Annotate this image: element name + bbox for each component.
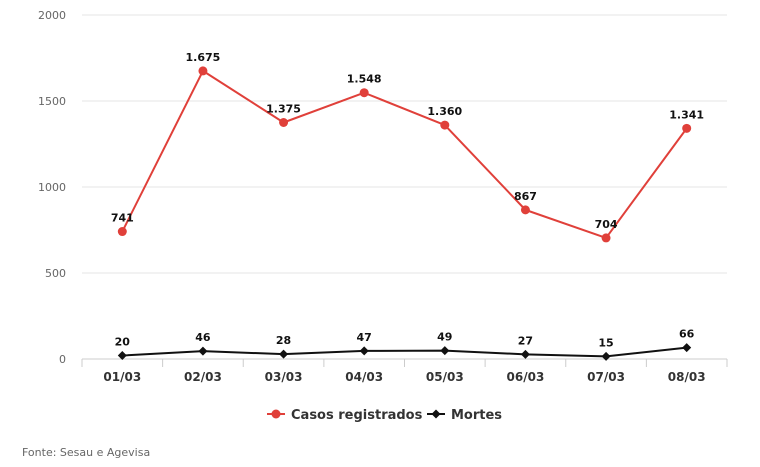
- series-line-0: [121, 69, 688, 239]
- y-tick-label: 1000: [38, 181, 66, 194]
- data-label: 28: [276, 334, 291, 347]
- data-label: 1.375: [266, 103, 301, 116]
- data-point: [520, 205, 530, 215]
- legend-label-mortes: Mortes: [451, 408, 502, 423]
- legend-marker-casos: [271, 409, 281, 419]
- data-point: [440, 120, 450, 130]
- data-point: [198, 66, 208, 76]
- data-label: 1.360: [427, 105, 462, 118]
- data-label: 867: [514, 190, 537, 203]
- x-tick-label: 05/03: [426, 370, 464, 384]
- data-label: 46: [195, 331, 211, 344]
- data-point: [440, 346, 450, 356]
- data-point: [117, 351, 127, 361]
- x-tick-label: 03/03: [265, 370, 303, 384]
- data-label: 1.675: [186, 51, 221, 64]
- data-point: [682, 123, 692, 133]
- legend-marker-mortes: [431, 409, 441, 419]
- data-label: 1.548: [347, 73, 382, 86]
- y-tick-label: 1500: [38, 95, 66, 108]
- x-tick-label: 02/03: [184, 370, 222, 384]
- data-label: 1.341: [669, 108, 704, 121]
- data-point: [279, 118, 289, 127]
- data-point: [520, 349, 530, 359]
- y-tick-label: 2000: [38, 9, 66, 22]
- data-label: 15: [598, 336, 613, 349]
- data-point: [198, 346, 208, 356]
- data-point: [359, 346, 369, 356]
- data-label: 66: [679, 328, 695, 341]
- data-label: 49: [437, 331, 452, 344]
- data-label: 20: [115, 336, 131, 349]
- x-tick-label: 08/03: [668, 370, 706, 384]
- x-tick-label: 01/03: [103, 370, 141, 384]
- data-point: [359, 88, 369, 98]
- x-tick-label: 06/03: [507, 370, 545, 384]
- source-note: Fonte: Sesau e Agevisa: [22, 446, 151, 459]
- x-tick-label: 04/03: [345, 370, 383, 384]
- data-point: [279, 349, 289, 359]
- x-tick-label: 07/03: [587, 370, 625, 384]
- data-point: [601, 351, 611, 361]
- data-point: [601, 233, 611, 243]
- series-line-1: [122, 346, 687, 358]
- data-point: [682, 343, 692, 353]
- data-label: 47: [357, 331, 372, 344]
- line-chart: 2000 1500 1000 500 0 01/03 02/03 03/03 04/03 05/0…: [38, 9, 728, 423]
- data-point: [117, 227, 127, 237]
- legend-label-casos: Casos registrados: [291, 408, 423, 423]
- data-label: 741: [111, 212, 134, 225]
- y-tick-label: 500: [45, 267, 66, 280]
- y-tick-label: 0: [59, 353, 66, 366]
- data-label: 27: [518, 334, 533, 347]
- data-label: 704: [595, 218, 618, 231]
